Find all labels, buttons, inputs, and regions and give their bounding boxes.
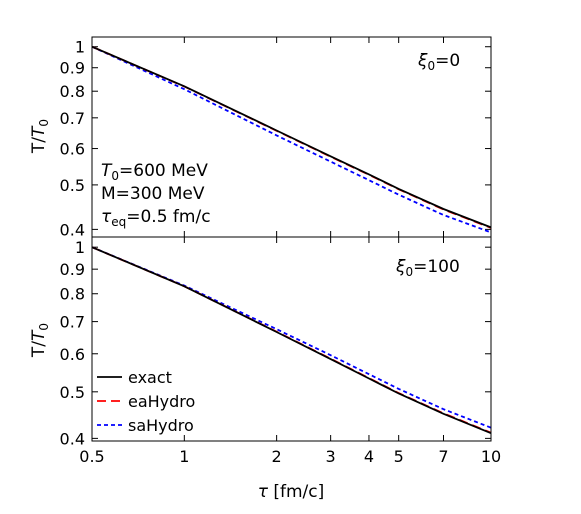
- xtick-label: 3: [326, 447, 336, 466]
- top-ytick-label: 0.5: [60, 176, 85, 195]
- bottom-panel: 0.40.50.60.70.80.910.5 1 2 3 4 5 7 10 T/T0 ξ0=1…: [29, 236, 501, 502]
- top-ytick-label: 0.6: [60, 140, 85, 159]
- param-mass: M=300 MeV: [101, 184, 205, 204]
- top-params-box: T0=600 MeV M=300 MeV τeq=0.5 fm/c: [101, 161, 211, 229]
- xtick-label: 4: [364, 447, 374, 466]
- top-ytick-label: 1: [75, 38, 85, 57]
- bottom-ytick-label: 0.4: [60, 429, 85, 448]
- top-ytick-label: 0.8: [60, 82, 85, 101]
- bottom-ytick-label: 0.7: [60, 313, 85, 332]
- top-panel: 0.4 0.5 0.6 0.7 0.8 0.9 1 T/T0 ξ0=0 T0=600 MeV…: [29, 36, 492, 239]
- param-t0: T0=600 MeV: [101, 161, 208, 183]
- xtick-label: 1: [179, 447, 189, 466]
- top-plot-area: 0.4 0.5 0.6 0.7 0.8 0.9 1: [60, 37, 492, 239]
- x-axis-label: τ [fm/c]: [258, 482, 325, 502]
- bottom-ytick-label: 0.6: [60, 345, 85, 364]
- xtick-label: 5: [394, 447, 404, 466]
- top-ytick-label: 0.4: [60, 220, 85, 239]
- bottom-annotation-xi: ξ0=100: [395, 257, 460, 279]
- xtick-label: 0.5: [79, 447, 104, 466]
- legend-label-exact: exact: [128, 368, 172, 387]
- legend-label-eaHydro: eaHydro: [128, 392, 195, 411]
- top-annotation-xi: ξ0=0: [417, 51, 460, 73]
- bottom-plot-area: 0.40.50.60.70.80.910.5 1 2 3 4 5 7 10: [60, 237, 501, 466]
- bottom-frame: [91, 236, 492, 442]
- bottom-series-saHydro: [91, 246, 492, 429]
- legend-label-saHydro: saHydro: [128, 416, 194, 435]
- param-tau-eq: τeq=0.5 fm/c: [101, 207, 211, 229]
- bottom-y-axis-label: T/T0: [29, 323, 51, 358]
- bottom-ytick-label: 0.8: [60, 285, 85, 304]
- bottom-ytick-label: 0.9: [60, 260, 85, 279]
- top-series-exact: [91, 45, 492, 229]
- top-ytick-label: 0.9: [60, 59, 85, 78]
- bottom-ytick-label: 1: [75, 238, 85, 257]
- bottom-ytick-label: 0.5: [60, 383, 85, 402]
- xtick-label: 7: [438, 447, 448, 466]
- legend: exact eaHydro saHydro: [97, 368, 195, 435]
- top-series-saHydro: [91, 45, 492, 234]
- xtick-label: 2: [272, 447, 282, 466]
- xtick-label: 10: [481, 447, 501, 466]
- top-ytick-label: 0.7: [60, 109, 85, 128]
- top-y-axis-label: T/T0: [29, 119, 51, 154]
- bottom-series-exact: [91, 246, 492, 435]
